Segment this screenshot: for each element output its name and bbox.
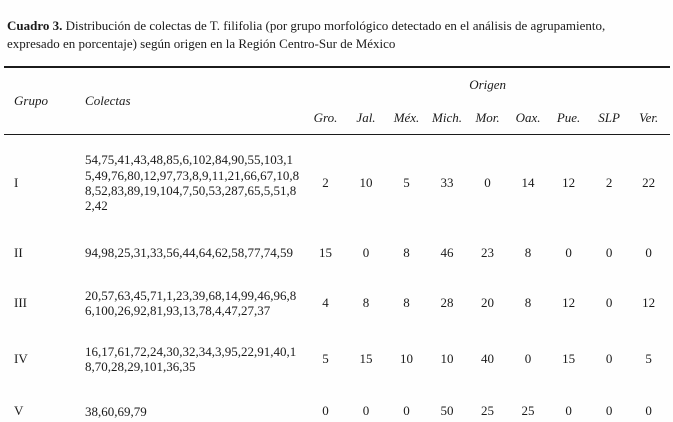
cell-value-pue: 12 bbox=[562, 174, 576, 190]
cell-colectas: 38,60,69,79 bbox=[85, 403, 147, 419]
col-header-pue: Pue. bbox=[556, 109, 581, 125]
cell-value-mor: 0 bbox=[484, 174, 491, 190]
cell-value-jal: 10 bbox=[359, 174, 373, 190]
cell-value-oax: 14 bbox=[521, 174, 535, 190]
cell-colectas: 54,75,41,43,48,85,6,102,84,90,55,103,15,… bbox=[85, 152, 300, 214]
header-row-states: Gro. Jal. Méx. Mich. Mor. Oax. Pue. SLP … bbox=[4, 101, 670, 135]
cell-value-pue: 0 bbox=[565, 244, 572, 260]
cell-value-mex: 10 bbox=[400, 351, 413, 367]
cell-value-gro: 2 bbox=[322, 174, 329, 190]
cell-value-mex: 8 bbox=[403, 244, 410, 260]
col-header-mor: Mor. bbox=[475, 109, 500, 125]
table-row-group-i: I 54,75,41,43,48,85,6,102,84,90,55,103,1… bbox=[4, 135, 670, 231]
cell-value-slp: 2 bbox=[605, 174, 613, 190]
col-header-origen: Origen bbox=[469, 76, 507, 92]
table-row-group-iv: IV 16,17,61,72,24,30,32,34,3,95,22,91,40… bbox=[4, 330, 670, 388]
col-header-colectas: Colectas bbox=[85, 93, 131, 109]
col-header-gro: Gro. bbox=[313, 109, 338, 125]
cell-grupo: IV bbox=[14, 351, 28, 367]
cell-value-mex: 5 bbox=[403, 174, 410, 190]
table-caption-text: Distribución de colectas de T. filifolia… bbox=[7, 18, 606, 52]
cell-colectas: 94,98,25,31,33,56,44,64,62,58,77,74,59 bbox=[85, 245, 294, 261]
cell-value-gro: 0 bbox=[322, 403, 329, 419]
cell-value-gro: 5 bbox=[322, 351, 329, 367]
cell-value-mich: 10 bbox=[440, 351, 454, 367]
cell-value-jal: 0 bbox=[362, 244, 370, 260]
cell-value-mich: 46 bbox=[440, 244, 454, 260]
cell-grupo: III bbox=[14, 294, 27, 310]
cell-value-pue: 12 bbox=[562, 294, 576, 310]
cell-value-ver: 22 bbox=[642, 174, 656, 190]
cell-value-mex: 0 bbox=[403, 403, 410, 419]
table-body: I 54,75,41,43,48,85,6,102,84,90,55,103,1… bbox=[4, 135, 670, 422]
cell-grupo: V bbox=[14, 403, 24, 419]
cell-grupo: II bbox=[14, 244, 23, 260]
col-header-slp: SLP bbox=[598, 109, 620, 125]
cell-value-mor: 20 bbox=[481, 294, 495, 310]
col-header-ver: Ver. bbox=[639, 109, 659, 125]
table-caption: Cuadro 3. Distribución de colectas de T.… bbox=[0, 13, 660, 53]
cell-value-mich: 28 bbox=[440, 294, 454, 310]
cell-grupo: I bbox=[14, 174, 19, 190]
col-header-mex: Méx. bbox=[393, 109, 420, 125]
cell-value-pue: 0 bbox=[565, 403, 572, 419]
col-header-grupo: Grupo bbox=[14, 93, 48, 109]
data-table: Grupo Colectas Origen Gro. Jal. Méx. Mic… bbox=[4, 66, 670, 422]
table-caption-label: Cuadro 3. bbox=[7, 18, 63, 33]
table-row-group-v: V 38,60,69,79 0 0 0 50 25 25 0 0 0 bbox=[4, 388, 670, 422]
cell-value-mex: 8 bbox=[403, 294, 410, 310]
header-row-origen: Grupo Colectas Origen bbox=[4, 67, 670, 109]
col-header-oax: Oax. bbox=[515, 109, 541, 125]
cell-value-oax: 25 bbox=[521, 403, 535, 419]
cell-value-mor: 25 bbox=[481, 403, 495, 419]
cell-value-mor: 23 bbox=[481, 244, 495, 260]
cell-value-ver: 5 bbox=[645, 351, 652, 367]
col-header-jal: Jal. bbox=[356, 109, 376, 125]
table-row-group-ii: II 94,98,25,31,33,56,44,64,62,58,77,74,5… bbox=[4, 230, 670, 275]
cell-value-gro: 15 bbox=[318, 244, 332, 260]
cell-colectas: 16,17,61,72,24,30,32,34,3,95,22,91,40,18… bbox=[85, 344, 297, 375]
cell-value-jal: 15 bbox=[359, 351, 373, 367]
cell-value-jal: 0 bbox=[362, 403, 370, 419]
cell-value-mor: 40 bbox=[481, 351, 495, 367]
cell-value-jal: 8 bbox=[362, 294, 370, 310]
cell-value-oax: 8 bbox=[524, 294, 532, 310]
cell-value-slp: 0 bbox=[605, 294, 613, 310]
col-header-mich: Mich. bbox=[432, 109, 462, 125]
table-row-group-iii: III 20,57,63,45,71,1,23,39,68,14,99,46,9… bbox=[4, 275, 670, 330]
table-header: Grupo Colectas Origen Gro. Jal. Méx. Mic… bbox=[4, 67, 670, 135]
cell-value-slp: 0 bbox=[605, 244, 613, 260]
cell-value-mich: 50 bbox=[440, 403, 454, 419]
cell-value-slp: 0 bbox=[605, 403, 613, 419]
cell-colectas: 20,57,63,45,71,1,23,39,68,14,99,46,96,86… bbox=[85, 287, 297, 318]
cell-value-slp: 0 bbox=[605, 351, 613, 367]
cell-value-gro: 4 bbox=[322, 294, 329, 310]
cell-value-oax: 8 bbox=[524, 244, 532, 260]
cell-value-ver: 0 bbox=[645, 244, 652, 260]
cell-value-pue: 15 bbox=[562, 351, 576, 367]
cell-value-mich: 33 bbox=[440, 174, 454, 190]
cell-value-ver: 12 bbox=[642, 294, 656, 310]
cell-value-oax: 0 bbox=[524, 351, 532, 367]
cell-value-ver: 0 bbox=[645, 403, 652, 419]
